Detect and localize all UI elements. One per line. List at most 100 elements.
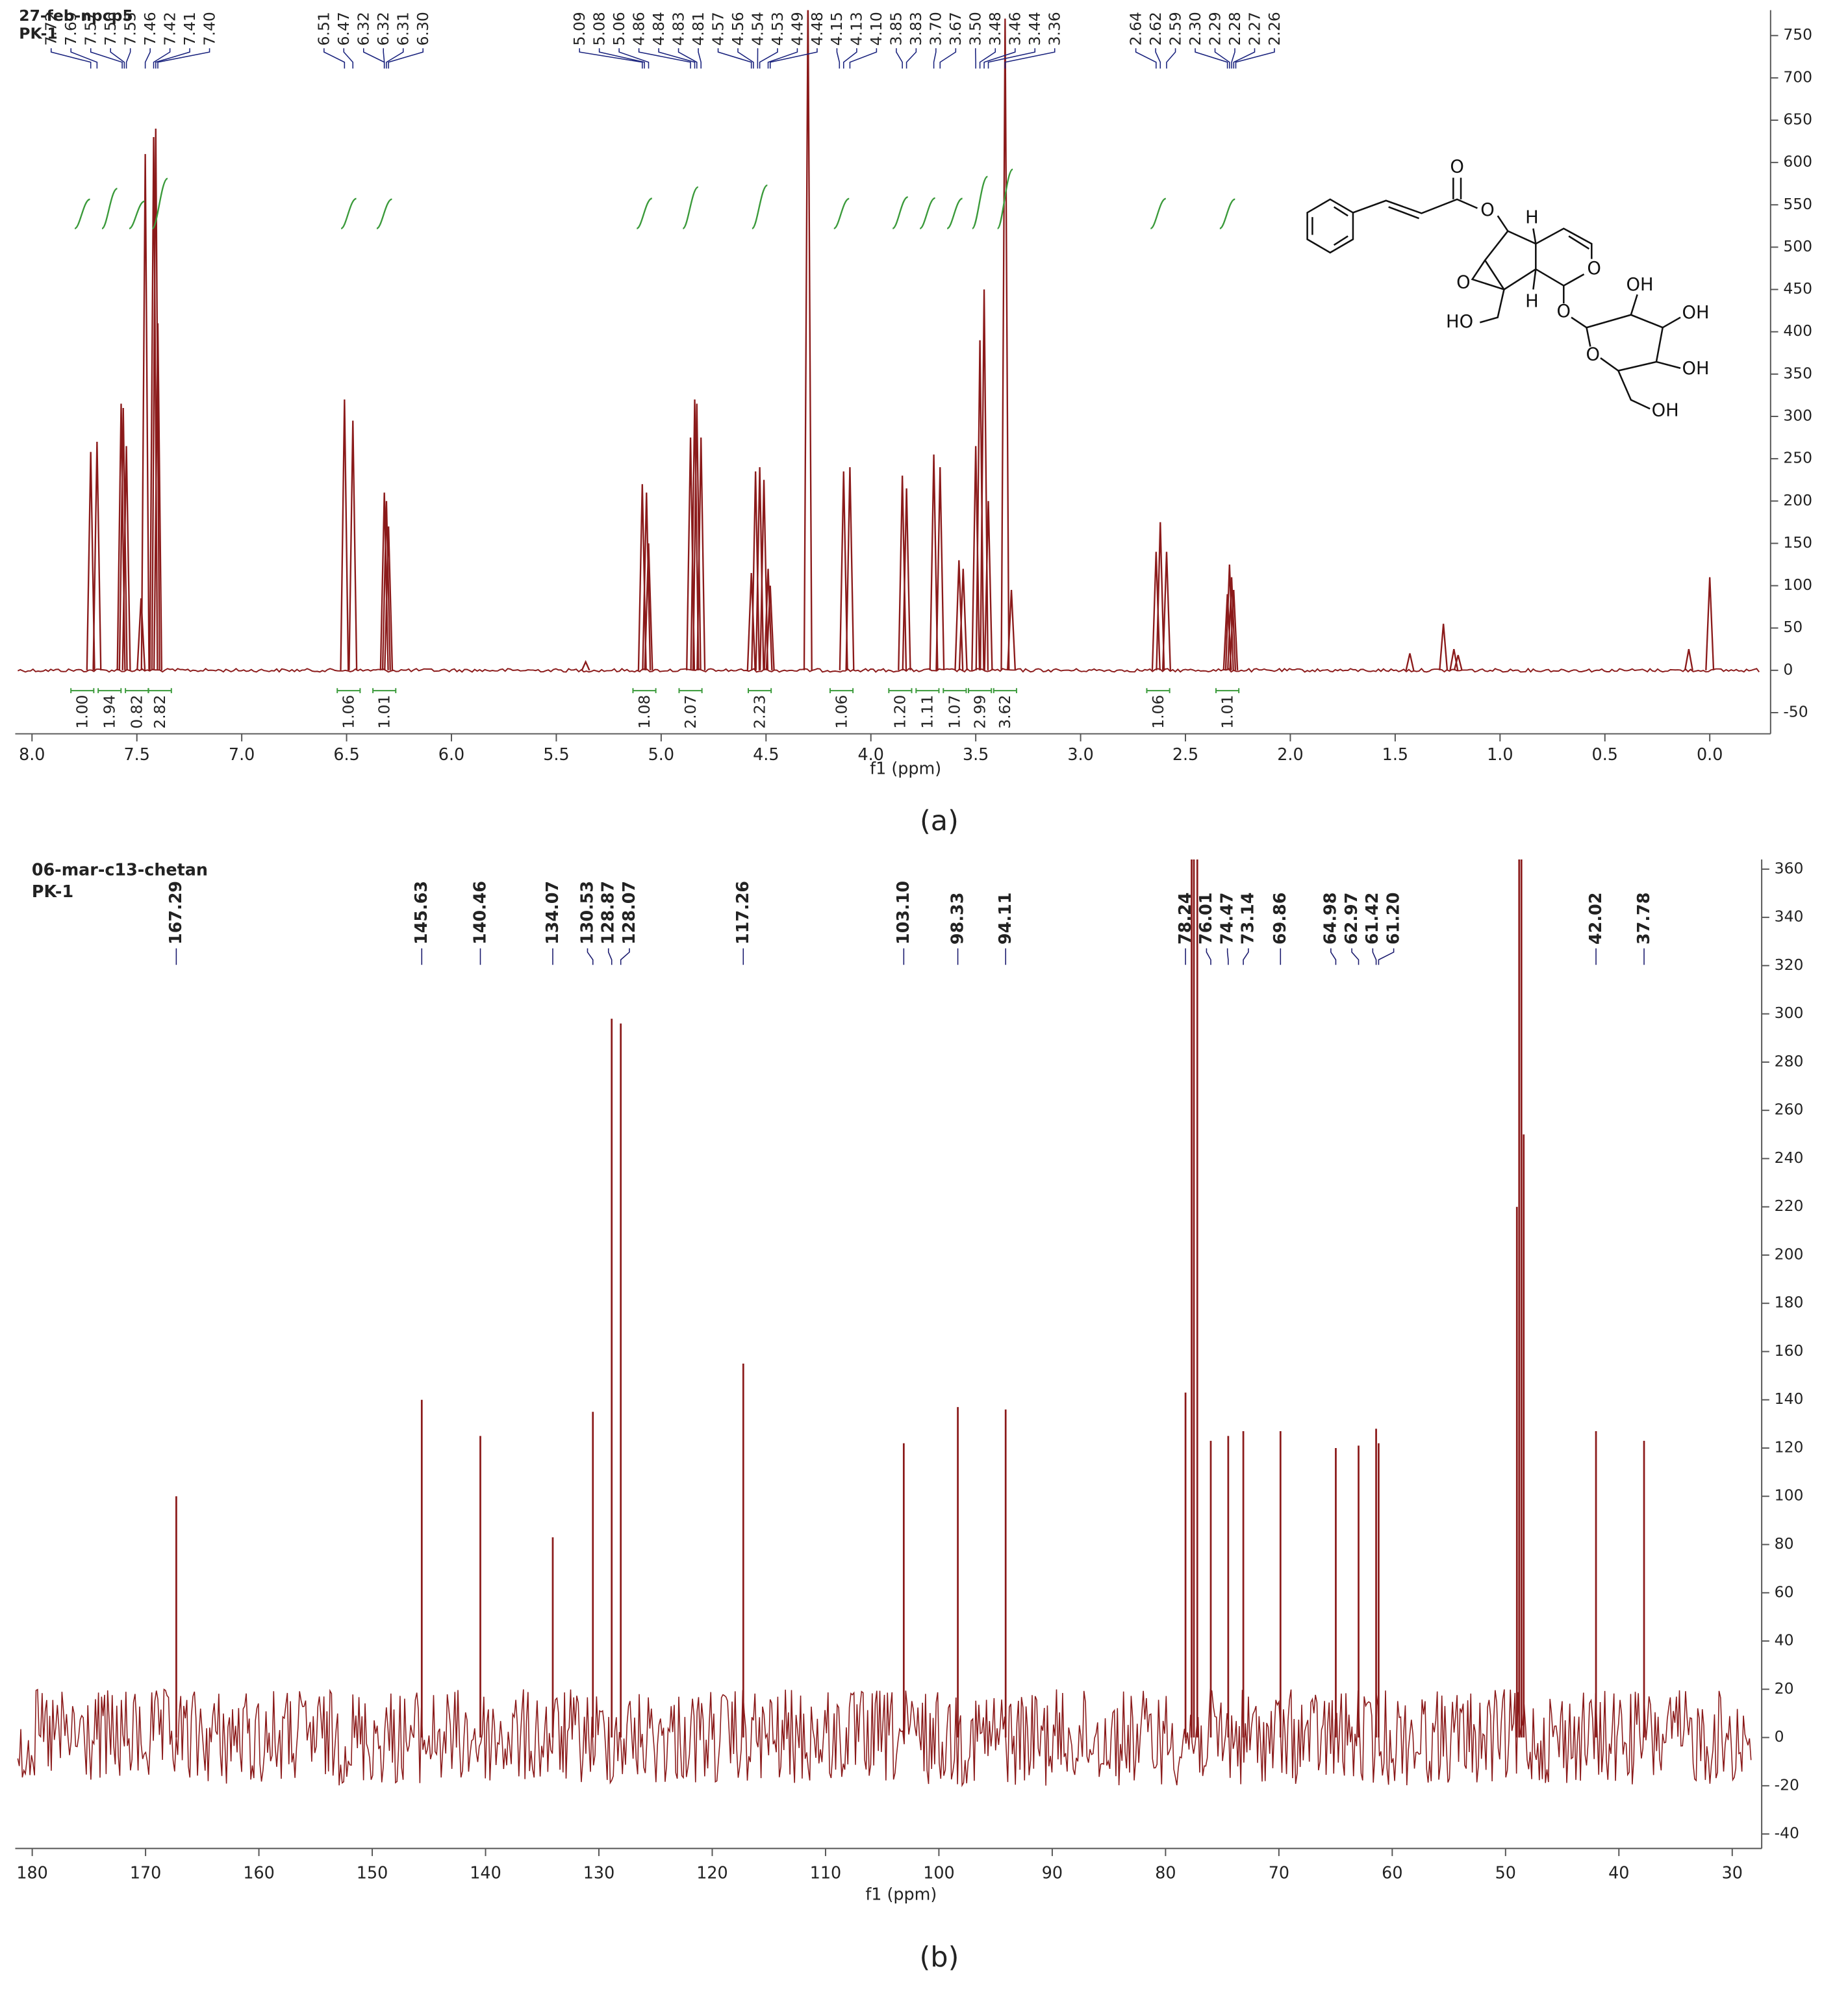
- y-tick-label: 40: [1775, 1631, 1794, 1649]
- integral-label: 1.01: [375, 695, 394, 729]
- peak-connector: [905, 48, 917, 69]
- peak-label: 74.47: [1217, 893, 1236, 945]
- peak-label: 4.81: [689, 12, 707, 45]
- peak: [1705, 577, 1715, 670]
- peak-connector: [598, 48, 645, 69]
- x-tick-label: 120: [696, 1863, 728, 1882]
- integral-label: 2.23: [750, 695, 768, 729]
- peak-label: 73.14: [1238, 893, 1258, 945]
- integral-label: 1.08: [635, 695, 653, 729]
- x-tick-label: 4.0: [858, 744, 884, 764]
- baseline-noise: [17, 667, 1760, 673]
- peak-connector: [343, 48, 354, 69]
- peak: [803, 10, 813, 670]
- bond: [1352, 198, 1478, 214]
- peak: [340, 399, 349, 670]
- integral-curve: [946, 197, 963, 229]
- peak-label: 4.83: [669, 12, 687, 45]
- integral-bracket: [678, 688, 703, 694]
- peak-label: 3.46: [1006, 12, 1024, 45]
- peak-connector: [638, 48, 691, 69]
- atom-label: O: [1450, 157, 1464, 177]
- peak-label: 140.46: [470, 881, 489, 945]
- integral-bracket: [372, 688, 397, 694]
- peak-connector: [1235, 48, 1275, 69]
- plot-area: [17, 10, 1760, 673]
- y-tick-label: 50: [1783, 618, 1803, 636]
- bond: [1497, 215, 1593, 259]
- peak-label: 5.06: [610, 12, 628, 45]
- y-tick-label: 160: [1775, 1342, 1804, 1360]
- peak-label: 6.30: [414, 12, 432, 45]
- peak-label: 4.49: [788, 12, 806, 45]
- integral-label: 0.82: [128, 695, 146, 729]
- peak-label: 7.55: [121, 12, 139, 45]
- atom-label: H: [1525, 292, 1539, 312]
- peak: [690, 399, 700, 670]
- x-tick-label: 130: [583, 1863, 614, 1882]
- peak-label: 3.50: [967, 12, 985, 45]
- peak-label: 42.02: [1586, 893, 1605, 945]
- peak-connector: [836, 48, 841, 69]
- peak-connector: [607, 948, 613, 965]
- peak-label: 128.07: [619, 881, 639, 945]
- peak-connector: [1166, 48, 1176, 69]
- peak-label: 2.64: [1126, 12, 1145, 45]
- peak-connector: [1372, 948, 1377, 965]
- x-tick-label: 1.5: [1382, 744, 1408, 764]
- chemical-structure: O O H O H O HO O OH OH O OH OH: [1306, 157, 1710, 421]
- peak-connector: [383, 48, 385, 69]
- peak-connector: [386, 48, 404, 69]
- chart-title: 27-feb-npcp5: [19, 6, 133, 25]
- integral-curve: [682, 186, 699, 229]
- peak-label: 134.07: [542, 881, 562, 945]
- y-tick-label: 0: [1775, 1727, 1784, 1746]
- peak-label: 4.53: [768, 12, 787, 45]
- integral-curve: [892, 196, 909, 229]
- peak-connector: [70, 48, 98, 69]
- peak-label: 3.85: [887, 12, 905, 45]
- peak-connector: [157, 48, 210, 69]
- x-tick-label: 100: [923, 1863, 954, 1882]
- peak-label: 94.11: [995, 893, 1015, 945]
- peak-label: 6.32: [355, 12, 373, 45]
- peak: [898, 476, 907, 670]
- peak-label: 7.56: [101, 12, 120, 45]
- x-tick-label: 170: [130, 1863, 161, 1882]
- peak: [118, 407, 128, 670]
- peak: [1684, 649, 1693, 671]
- y-tick-label: 20: [1775, 1679, 1794, 1698]
- peak-connector: [155, 48, 190, 69]
- peak-connector: [1195, 48, 1228, 69]
- y-tick-label: 300: [1783, 406, 1812, 424]
- peak: [746, 572, 756, 670]
- peak-label: 130.53: [577, 881, 596, 945]
- atom-label: OH: [1626, 275, 1654, 295]
- integral-curve: [971, 175, 989, 229]
- y-tick-label: 100: [1783, 576, 1812, 594]
- peak-label: 167.29: [166, 881, 185, 945]
- peak-label: 76.01: [1196, 893, 1215, 945]
- peak-connector: [658, 48, 696, 69]
- bond: [1630, 294, 1638, 316]
- peak-label: 4.15: [828, 12, 846, 45]
- peak: [140, 154, 150, 670]
- peak-label: 6.47: [335, 12, 353, 45]
- y-tick-label: 150: [1783, 533, 1812, 552]
- peak-connector: [1233, 48, 1256, 69]
- y-tick-label: -20: [1775, 1775, 1799, 1794]
- x-tick-label: 140: [470, 1863, 501, 1882]
- peak-label: 6.31: [394, 12, 412, 45]
- integral-label: 1.06: [340, 695, 358, 729]
- y-tick-label: 350: [1783, 364, 1812, 382]
- peak-connector: [618, 48, 650, 69]
- peak: [1229, 590, 1239, 670]
- integral-curve: [636, 197, 653, 229]
- integral-bracket: [888, 688, 913, 694]
- peak-label: 145.63: [411, 881, 431, 945]
- peak-connector: [677, 48, 698, 69]
- peak-label: 5.09: [570, 12, 589, 45]
- peak-label: 7.42: [160, 12, 179, 45]
- y-tick-label: -40: [1775, 1824, 1799, 1842]
